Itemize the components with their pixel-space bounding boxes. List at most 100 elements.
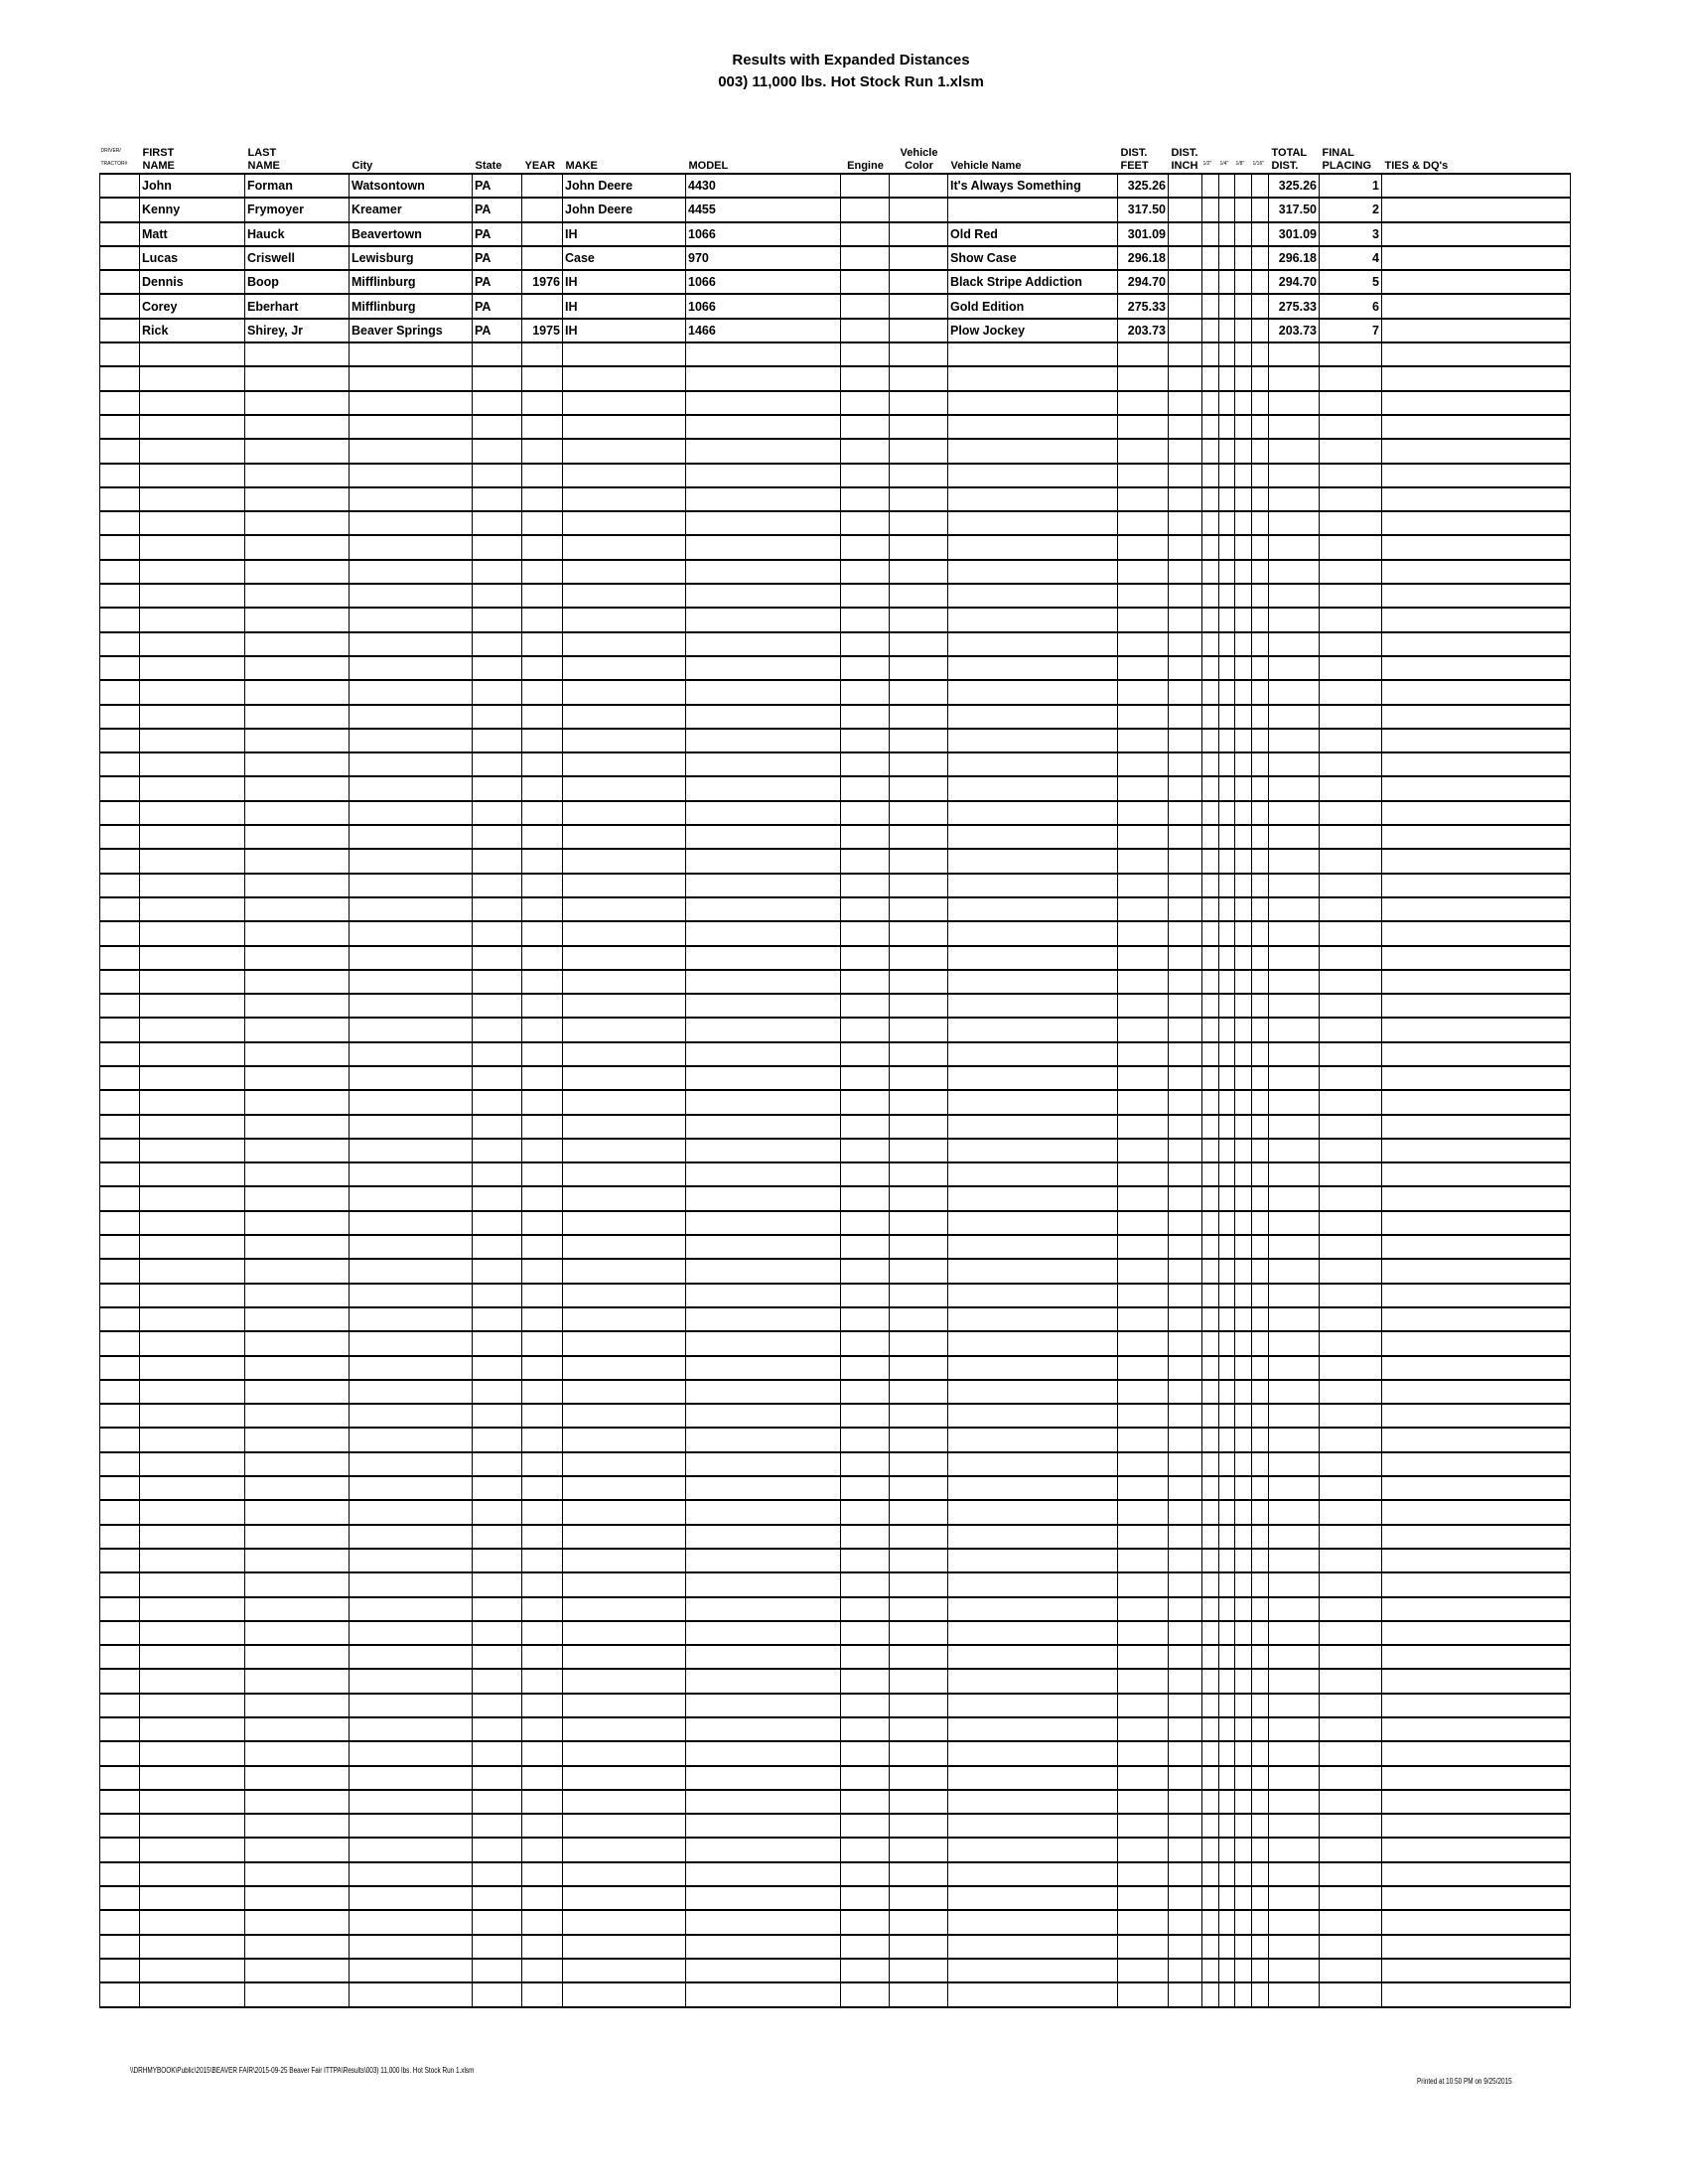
header-dist-inch: DIST. INCH <box>1171 147 1198 172</box>
cell-inch <box>1168 1090 1202 1116</box>
cell-total <box>1268 1669 1320 1695</box>
table-row <box>99 1669 1571 1695</box>
cell-make <box>562 655 686 682</box>
cell-make <box>562 1838 686 1863</box>
cell-ties <box>1381 1162 1571 1188</box>
cell-first: Dennis <box>139 270 245 296</box>
cell-make <box>562 1018 686 1043</box>
table-row <box>99 1645 1571 1671</box>
cell-last: Frymoyer <box>244 198 350 223</box>
cell-blank <box>1201 825 1219 851</box>
cell-color <box>889 1355 948 1381</box>
cell-color <box>889 463 948 488</box>
cell-total <box>1268 776 1320 802</box>
cell-model <box>685 1524 841 1550</box>
cell-last <box>244 559 350 586</box>
cell-blank <box>1218 680 1235 706</box>
cell-model <box>685 921 841 947</box>
cell-total <box>1268 752 1320 778</box>
cell-state <box>472 342 522 368</box>
cell-last <box>244 1861 350 1888</box>
cell-inch <box>1168 1524 1202 1550</box>
cell-placing <box>1319 1162 1382 1188</box>
cell-placing <box>1319 559 1382 586</box>
cell-city <box>349 1596 473 1622</box>
cell-make <box>562 1765 686 1791</box>
cell-model <box>685 969 841 996</box>
cell-blank <box>1218 1018 1235 1043</box>
table-row: Corey Eberhart Mifflinburg PA IH 1066 Gold Edi… <box>99 294 1571 320</box>
cell-feet <box>1117 800 1169 827</box>
cell-last <box>244 1596 350 1622</box>
cell-first <box>139 776 245 802</box>
cell-feet: 296.18 <box>1117 245 1169 272</box>
cell-blank <box>1201 1259 1219 1285</box>
cell-make <box>562 463 686 488</box>
cell-blank <box>1201 1645 1219 1671</box>
cell-blank <box>1234 1065 1252 1092</box>
cell-vname <box>947 1210 1118 1237</box>
cell-make <box>562 486 686 513</box>
cell-last: Eberhart <box>244 294 350 320</box>
cell-blank <box>99 704 140 730</box>
cell-first <box>139 511 245 537</box>
cell-color <box>889 559 948 586</box>
cell-blank <box>99 294 140 320</box>
cell-blank <box>1234 1235 1252 1261</box>
cell-ties <box>1381 1138 1571 1164</box>
cell-engine <box>840 1235 890 1261</box>
cell-blank <box>1251 366 1269 392</box>
cell-vname <box>947 1620 1118 1647</box>
cell-color <box>889 1476 948 1502</box>
header-city: City <box>352 160 373 172</box>
cell-blank <box>1251 1789 1269 1816</box>
cell-total <box>1268 608 1320 633</box>
cell-make <box>562 1090 686 1116</box>
cell-model: 1066 <box>685 270 841 296</box>
cell-vname <box>947 1982 1118 2008</box>
cell-feet <box>1117 1669 1169 1695</box>
cell-model <box>685 1404 841 1430</box>
cell-make <box>562 1572 686 1598</box>
cell-inch <box>1168 873 1202 898</box>
cell-blank <box>1251 342 1269 368</box>
cell-model <box>685 1934 841 1960</box>
cell-feet: 203.73 <box>1117 318 1169 344</box>
cell-blank <box>1218 1235 1235 1261</box>
cell-placing <box>1319 994 1382 1020</box>
cell-year <box>521 486 563 513</box>
cell-color <box>889 1524 948 1550</box>
cell-first: Matt <box>139 221 245 247</box>
cell-year <box>521 1476 563 1502</box>
cell-vname <box>947 608 1118 633</box>
cell-color <box>889 704 948 730</box>
cell-inch <box>1168 1620 1202 1647</box>
cell-first <box>139 1765 245 1791</box>
cell-feet <box>1117 366 1169 392</box>
cell-first <box>139 704 245 730</box>
cell-blank <box>1201 1210 1219 1237</box>
cell-blank <box>1234 921 1252 947</box>
cell-inch <box>1168 1814 1202 1840</box>
cell-color <box>889 172 948 200</box>
table-row <box>99 873 1571 898</box>
cell-placing <box>1319 342 1382 368</box>
cell-blank <box>99 728 140 754</box>
cell-first <box>139 1717 245 1743</box>
cell-state <box>472 1355 522 1381</box>
cell-blank <box>1234 390 1252 416</box>
cell-engine <box>840 584 890 610</box>
cell-engine <box>840 1404 890 1430</box>
cell-blank <box>1234 655 1252 682</box>
cell-blank <box>1201 1669 1219 1695</box>
cell-city <box>349 1306 473 1333</box>
cell-feet <box>1117 1476 1169 1502</box>
cell-city <box>349 1717 473 1743</box>
cell-color <box>889 1669 948 1695</box>
cell-model <box>685 1379 841 1406</box>
cell-last <box>244 1186 350 1212</box>
cell-year <box>521 390 563 416</box>
cell-engine <box>840 631 890 657</box>
table-row <box>99 1982 1571 2008</box>
cell-total <box>1268 1500 1320 1526</box>
